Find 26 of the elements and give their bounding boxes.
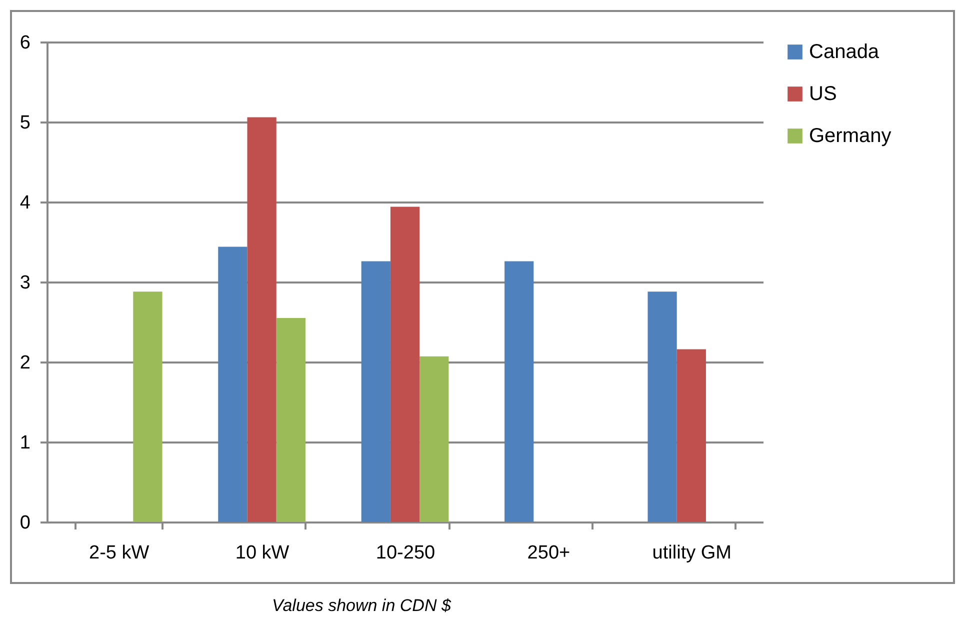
bar xyxy=(648,292,677,522)
bar xyxy=(361,261,390,522)
bar xyxy=(420,356,449,522)
y-tick-label: 0 xyxy=(20,512,30,534)
bar xyxy=(133,292,162,522)
legend-label: Germany xyxy=(809,125,892,147)
text: Values shown in CDN $ xyxy=(272,596,451,616)
x-tick-label: 10 kW xyxy=(235,542,290,564)
y-tick-label: 3 xyxy=(20,272,30,294)
x-tick-label: 250+ xyxy=(527,542,570,564)
y-tick-label: 5 xyxy=(20,112,30,134)
y-tick-label: 2 xyxy=(20,352,30,374)
x-tick-label: 10-250 xyxy=(376,542,436,564)
x-tick-label: utility GM xyxy=(652,542,732,564)
bar xyxy=(276,318,306,522)
y-tick-label: 4 xyxy=(20,192,31,214)
bar xyxy=(218,246,248,522)
bar xyxy=(390,206,420,522)
legend-label: US xyxy=(809,83,837,105)
legend-label: Canada xyxy=(809,41,880,63)
y-tick-label: 1 xyxy=(20,432,30,454)
y-tick-label: 6 xyxy=(20,32,30,54)
bar xyxy=(676,349,706,522)
bar xyxy=(247,117,276,522)
bar xyxy=(504,261,534,522)
x-tick-label: 2-5 kW xyxy=(89,542,150,564)
